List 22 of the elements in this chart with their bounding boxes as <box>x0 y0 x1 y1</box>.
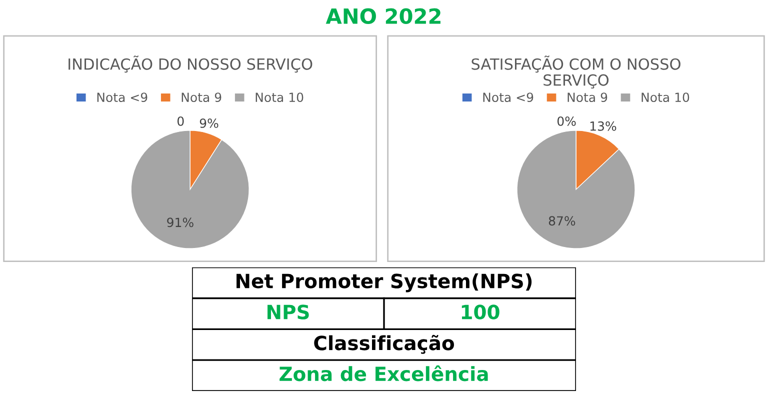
legend-label: Nota <9 <box>483 92 534 102</box>
legend-label: Nota <9 <box>97 92 148 102</box>
legend-label: Nota 10 <box>642 92 690 102</box>
legend-label: Nota 9 <box>568 92 608 102</box>
pie-slice <box>130 130 250 249</box>
data-label: 9% <box>200 118 218 128</box>
text: 0 <box>177 116 184 126</box>
text: 0% <box>557 116 576 126</box>
text: Net Promoter System(NPS) <box>236 273 532 292</box>
chart-title: INDICAÇÃO DO NOSSO SERVIÇO <box>68 56 312 73</box>
text: 100 <box>462 304 500 320</box>
data-label: 13% <box>590 121 616 131</box>
text: ANO 2022 <box>326 8 440 24</box>
legend-label: Nota 10 <box>256 92 304 102</box>
chart-title: SATISFAÇÃO COM O NOSSO SERVIÇO <box>472 56 680 89</box>
pie-slice <box>516 130 636 249</box>
data-label: 91% <box>167 218 194 228</box>
text: Classificação <box>314 334 454 354</box>
text: NPS <box>268 304 309 320</box>
text: Zona de Excelência <box>280 365 488 382</box>
data-label: 87% <box>548 216 576 226</box>
legend-label: Nota 9 <box>182 92 222 102</box>
